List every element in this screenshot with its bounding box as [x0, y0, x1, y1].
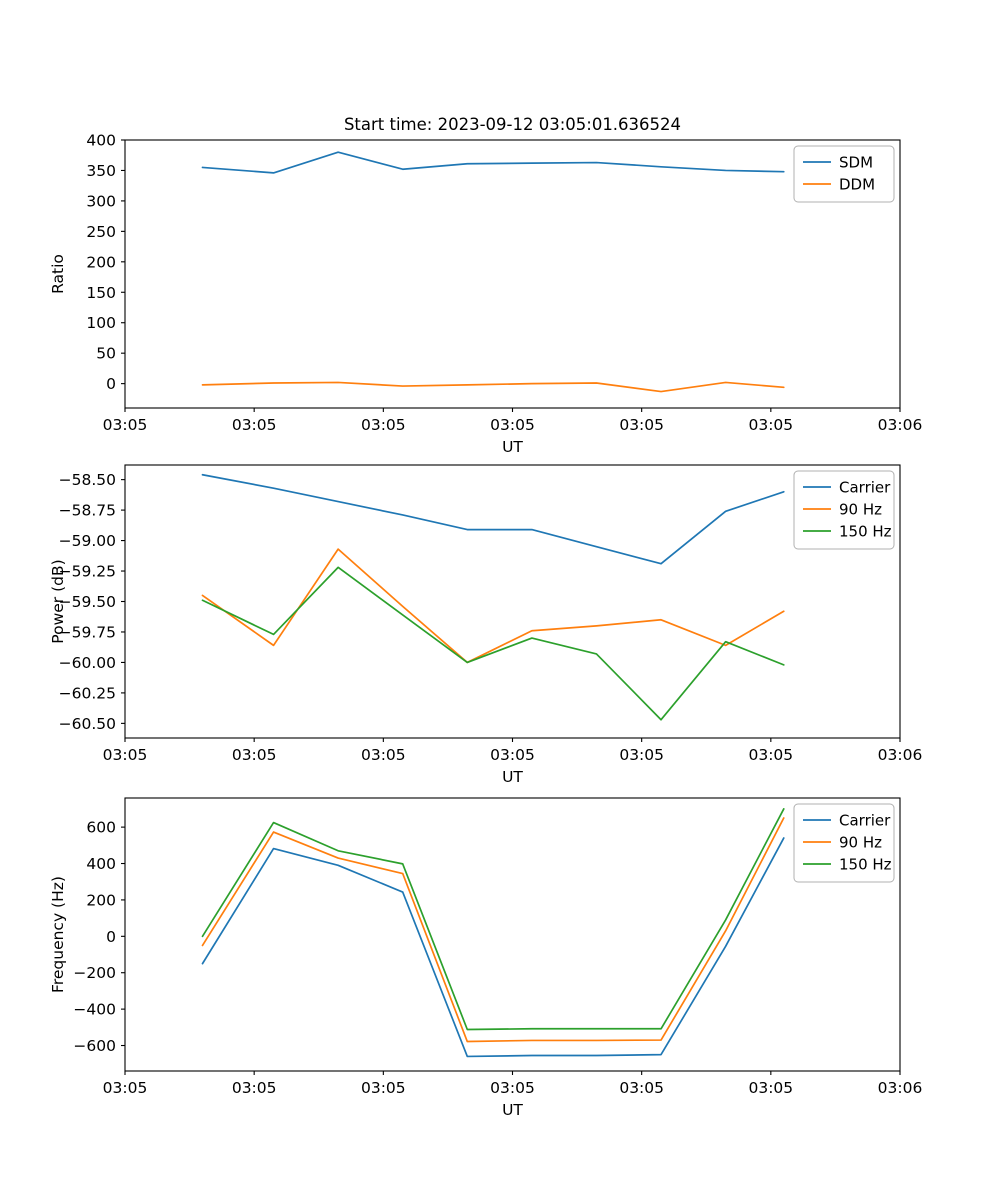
legend-label-150-hz: 150 Hz: [839, 856, 892, 874]
y-tick-label: 200: [86, 253, 116, 271]
y-tick-label: 50: [96, 345, 116, 363]
series-line-carrier: [201, 473, 785, 565]
y-tick-label: 0: [106, 928, 116, 946]
legend-label-carrier: Carrier: [839, 479, 891, 497]
figure-title: Start time: 2023-09-12 03:05:01.636524: [344, 115, 681, 134]
y-tick-label: −200: [73, 964, 116, 982]
x-tick-label: 03:05: [490, 746, 535, 764]
series-line-150-hz: [201, 566, 785, 721]
y-tick-label: −60.50: [59, 715, 116, 733]
frequency-panel: −600 −400 −200 0 200 400 600 03:05 03:05 03:05 03:…: [49, 797, 923, 1119]
series-line-90-hz: [201, 548, 785, 664]
y-tick-label: 300: [86, 192, 116, 210]
series-line-90-hz: [201, 817, 785, 1043]
y-tick-label: −60.00: [59, 654, 116, 672]
legend-box[interactable]: [793, 803, 895, 883]
y-tick-label: 350: [86, 162, 116, 180]
y-tick-label: −59.00: [59, 532, 116, 550]
y-axis-label: Frequency (Hz): [49, 876, 67, 993]
x-tick-label: 03:06: [878, 746, 923, 764]
x-axis-label: UT: [502, 438, 523, 456]
x-tick-label: 03:05: [619, 416, 664, 434]
x-tick-label: 03:05: [232, 416, 277, 434]
legend-label-90-hz: 90 Hz: [839, 501, 882, 519]
series-line-150-hz: [201, 808, 785, 1031]
x-tick-label: 03:05: [232, 746, 277, 764]
y-tick-label: 400: [86, 855, 116, 873]
axes-frame: [124, 139, 901, 409]
x-tick-label: 03:05: [490, 1079, 535, 1097]
x-tick-label: 03:05: [361, 1079, 406, 1097]
x-tick-label: 03:05: [619, 1079, 664, 1097]
y-tick-label: 150: [86, 284, 116, 302]
y-axis-label: Power (dB): [49, 559, 67, 643]
y-tick-label: −59.75: [59, 623, 116, 641]
y-tick-label: 100: [86, 314, 116, 332]
y-tick-label: −60.25: [59, 684, 116, 702]
y-tick-label: 250: [86, 223, 116, 241]
x-axis-label: UT: [502, 1101, 523, 1119]
y-tick-label: 200: [86, 891, 116, 909]
power-panel: −58.50 −58.75 −59.00 −59.25 −59.50 −59.75 −60.…: [49, 464, 923, 786]
x-tick-label: 03:05: [361, 416, 406, 434]
x-tick-label: 03:05: [748, 1079, 793, 1097]
x-tick-label: 03:06: [878, 416, 923, 434]
legend-label-carrier: Carrier: [839, 812, 891, 830]
x-tick-label: 03:05: [748, 416, 793, 434]
x-tick-label: 03:05: [619, 746, 664, 764]
y-tick-label: −59.25: [59, 563, 116, 581]
y-axis-label: Ratio: [49, 254, 67, 294]
x-tick-label: 03:06: [878, 1079, 923, 1097]
x-tick-label: 03:05: [103, 746, 148, 764]
y-tick-label: −58.50: [59, 471, 116, 489]
series-line-carrier: [201, 837, 785, 1058]
x-tick-label: 03:05: [232, 1079, 277, 1097]
y-tick-label: 400: [86, 132, 116, 150]
legend-box[interactable]: [793, 470, 895, 550]
x-tick-label: 03:05: [748, 746, 793, 764]
series-line-sdm: [201, 151, 785, 174]
x-tick-label: 03:05: [361, 746, 406, 764]
y-tick-label: −59.50: [59, 593, 116, 611]
y-tick-label: −58.75: [59, 502, 116, 520]
x-tick-label: 03:05: [490, 416, 535, 434]
x-tick-label: 03:05: [103, 416, 148, 434]
ratio-panel: Start time: 2023-09-12 03:05:01.636524 0 5…: [49, 115, 923, 456]
series-line-ddm: [201, 381, 785, 393]
y-tick-label: −400: [73, 1001, 116, 1019]
y-tick-label: −600: [73, 1037, 116, 1055]
legend-label-150-hz: 150 Hz: [839, 523, 892, 541]
axes-frame: [124, 464, 901, 739]
legend-label-ddm: DDM: [839, 176, 875, 194]
x-axis-label: UT: [502, 768, 523, 786]
legend-box[interactable]: [793, 145, 895, 203]
x-tick-label: 03:05: [103, 1079, 148, 1097]
legend-label-sdm: SDM: [839, 154, 873, 172]
y-tick-label: 0: [106, 375, 116, 393]
legend-label-90-hz: 90 Hz: [839, 834, 882, 852]
y-tick-label: 600: [86, 819, 116, 837]
